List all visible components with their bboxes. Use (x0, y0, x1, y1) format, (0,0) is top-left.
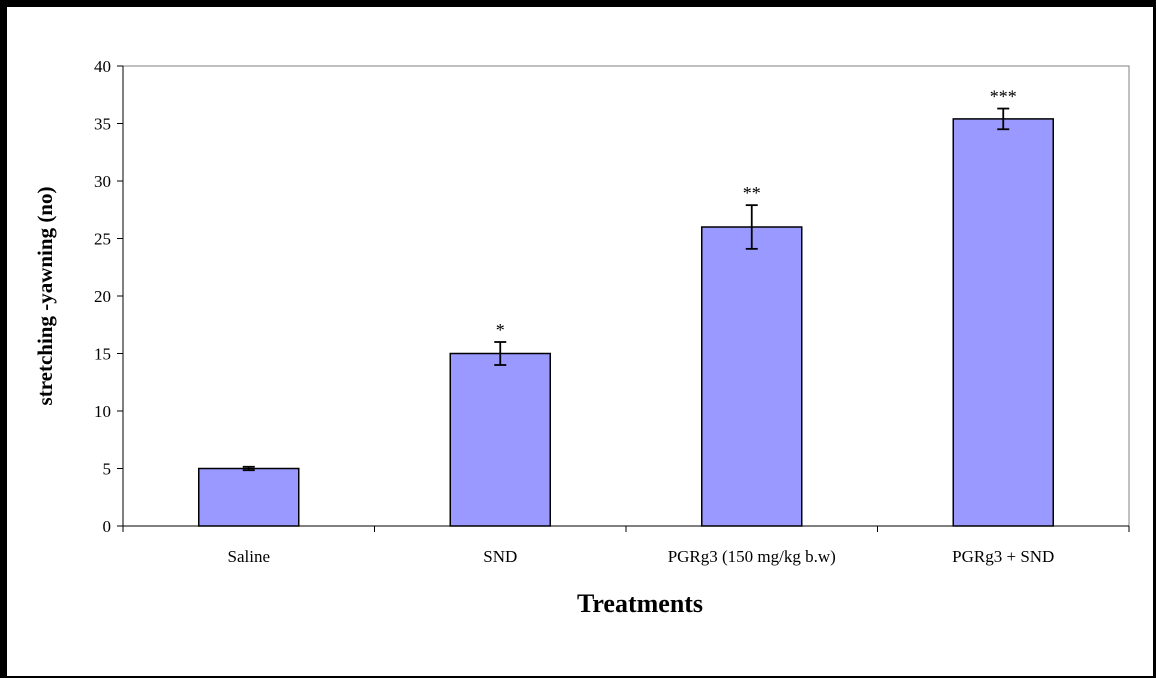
bar-3 (952, 118, 1054, 527)
x-tick-label-0: Saline (228, 547, 271, 566)
y-axis-title: stretching -yawning (no) (33, 187, 57, 406)
x-axis-title: Treatments (577, 589, 703, 618)
y-tick-label: 30 (94, 172, 111, 191)
bar-0 (198, 467, 300, 527)
x-tick-label-1: SND (483, 547, 517, 566)
y-tick-label: 40 (94, 57, 111, 76)
y-tick-label: 15 (94, 345, 111, 364)
bar-2 (701, 226, 803, 527)
y-tick-label: 0 (103, 517, 112, 536)
y-tick-label: 25 (94, 230, 111, 249)
y-tick-label: 10 (94, 402, 111, 421)
y-tick-label: 20 (94, 287, 111, 306)
significance-label-2: ** (743, 183, 761, 203)
x-tick-label-3: PGRg3 + SND (952, 547, 1054, 566)
y-tick-label: 35 (94, 115, 111, 134)
y-tick-label: 5 (103, 460, 112, 479)
significance-label-1: * (496, 320, 505, 340)
bars-layer: ****** (198, 87, 1054, 527)
significance-label-3: *** (990, 87, 1017, 107)
bar-1 (449, 352, 551, 527)
x-tick-label-2: PGRg3 (150 mg/kg b.w) (668, 547, 836, 566)
axes-layer: 0 5 10 15 20 25 30 35 40 Saline SND PGRg3 (150 mg/k… (94, 57, 1130, 566)
